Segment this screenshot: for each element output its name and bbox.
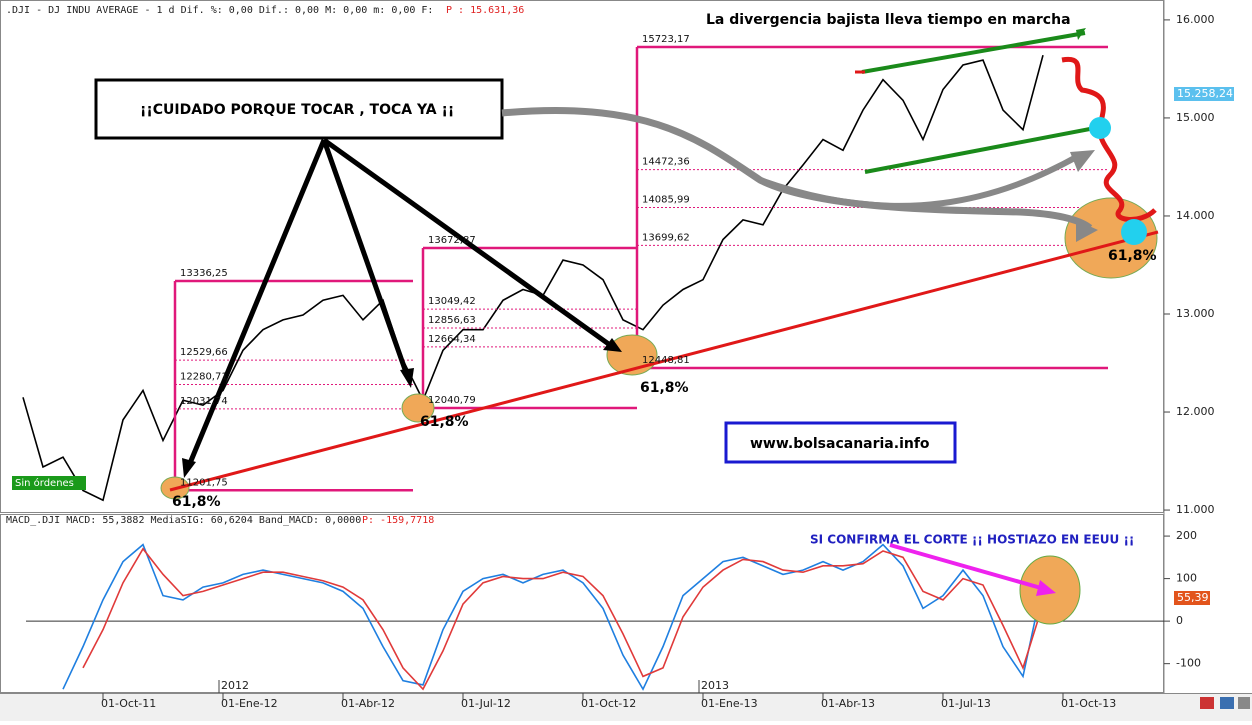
annotation: SI CONFIRMA EL CORTE ¡¡ HOSTIAZO EN EEUU… bbox=[810, 533, 1134, 547]
price-header-p: P : 15.631,36 bbox=[446, 5, 524, 16]
year-label: 2012 bbox=[221, 679, 249, 692]
channel-line bbox=[864, 126, 1096, 174]
y-tick-label: 15.000 bbox=[1176, 111, 1215, 124]
status-text: Sin órdenes bbox=[15, 477, 74, 489]
annotation: ¡¡CUIDADO PORQUE TOCAR , TOCA YA ¡¡ bbox=[140, 102, 454, 118]
x-tick-label: 01-Oct-11 bbox=[101, 697, 156, 710]
fib-level-label: 12280,71 bbox=[180, 372, 228, 383]
highlight bbox=[401, 393, 435, 423]
macd-line bbox=[62, 543, 1044, 691]
right-axis bbox=[1164, 0, 1252, 693]
pointer-arrow bbox=[322, 137, 612, 348]
projection bbox=[1061, 56, 1157, 222]
y-tick-label: 0 bbox=[1176, 614, 1183, 627]
target bbox=[1121, 219, 1147, 245]
fib-level-label: 12529,66 bbox=[180, 347, 228, 358]
fib-level-label: 13049,42 bbox=[428, 296, 476, 307]
drawings bbox=[160, 28, 1159, 625]
last-value: 15.258,24 bbox=[1177, 87, 1233, 100]
pointer-arrow bbox=[185, 139, 327, 469]
arrowhead bbox=[400, 368, 414, 388]
tool-icon[interactable] bbox=[1220, 697, 1234, 709]
fib-level-label: 12448,81 bbox=[642, 355, 690, 366]
y-tick-label: 100 bbox=[1176, 572, 1197, 585]
fib-level-label: 12664,34 bbox=[428, 334, 476, 345]
fib-ratio-label: 61,8% bbox=[172, 494, 221, 510]
warning-box bbox=[94, 78, 504, 140]
y-tick-label: 14.000 bbox=[1176, 209, 1215, 222]
gray-arrow bbox=[758, 152, 1082, 209]
fib-level-label: 15723,17 bbox=[642, 34, 690, 45]
y-tick-label: 200 bbox=[1176, 529, 1197, 542]
x-tick-label: 01-Abr-13 bbox=[821, 697, 875, 710]
fib-level-label: 13672,87 bbox=[428, 235, 476, 246]
y-tick-label: 13.000 bbox=[1176, 307, 1215, 320]
x-tick-label: 01-Oct-12 bbox=[581, 697, 636, 710]
fib-level-label: 12856,63 bbox=[428, 315, 476, 326]
y-tick-label: -100 bbox=[1176, 657, 1201, 670]
fib-level-label: 12040,79 bbox=[428, 395, 476, 406]
tool-icon[interactable] bbox=[1200, 697, 1214, 709]
divergence-line bbox=[889, 543, 1049, 592]
pointer-arrow bbox=[321, 139, 411, 379]
year-label: 2013 bbox=[701, 679, 729, 692]
arrowhead bbox=[182, 458, 196, 478]
y-tick-label: 11.000 bbox=[1176, 503, 1215, 516]
last-value: 55,39 bbox=[1177, 591, 1209, 604]
arrowhead bbox=[1076, 28, 1086, 40]
x-tick-label: 01-Abr-12 bbox=[341, 697, 395, 710]
annotation: www.bolsacanaria.info bbox=[750, 436, 930, 452]
fib-level-label: 13336,25 bbox=[180, 268, 228, 279]
channel-line bbox=[861, 31, 1086, 74]
arrowhead bbox=[1076, 220, 1098, 242]
x-tick-label: 01-Ene-13 bbox=[701, 697, 758, 710]
target bbox=[1089, 117, 1111, 139]
macd-header: MACD_.DJI MACD: 55,3882 MediaSIG: 60,620… bbox=[6, 515, 361, 526]
url-box bbox=[724, 421, 957, 464]
tool-icon[interactable] bbox=[1238, 697, 1250, 709]
fib-level-label: 12031,74 bbox=[180, 396, 228, 407]
last-value-box bbox=[1174, 591, 1210, 605]
x-axis-bar bbox=[0, 693, 1252, 721]
x-tick-label: 01-Jul-13 bbox=[941, 697, 991, 710]
fib-level-label: 14472,36 bbox=[642, 157, 690, 168]
labels: 13336,25 12529,66 12280,71 12031,74 11201,75… bbox=[172, 34, 1157, 510]
arrowhead bbox=[1036, 580, 1056, 596]
annotation: La divergencia bajista lleva tiempo en m… bbox=[706, 12, 1071, 28]
macd-layer: -100 0 100 200 01-Oct-11 01-Ene-12 2012 01-Abr-… bbox=[26, 529, 1201, 710]
price-header: .DJI - DJ INDU AVERAGE - 1 d Dif. %: 0,0… bbox=[6, 5, 433, 16]
fib-level-label: 14085,99 bbox=[642, 195, 690, 206]
trendline bbox=[169, 230, 1159, 492]
arrowhead bbox=[1070, 150, 1095, 172]
fib-ratio-label: 61,8% bbox=[420, 414, 469, 430]
y-tick-label: 16.000 bbox=[1176, 13, 1215, 26]
macd-header-p: P: -159,7718 bbox=[362, 515, 434, 526]
last-value-box bbox=[1174, 87, 1234, 101]
x-tick-label: 01-Jul-12 bbox=[461, 697, 511, 710]
fib-ratio-label: 61,8% bbox=[1108, 248, 1157, 264]
y-tick-label: 12.000 bbox=[1176, 405, 1215, 418]
status-badge bbox=[12, 476, 86, 490]
x-tick-label: 01-Ene-12 bbox=[221, 697, 278, 710]
macd-line bbox=[82, 547, 1044, 691]
x-tick-label: 01-Oct-13 bbox=[1061, 697, 1116, 710]
fib-level-label: 13699,62 bbox=[642, 232, 690, 243]
arrowhead bbox=[603, 338, 622, 352]
fib-ratio-label: 61,8% bbox=[640, 380, 689, 396]
fib-level-label: 11201,75 bbox=[180, 477, 228, 488]
